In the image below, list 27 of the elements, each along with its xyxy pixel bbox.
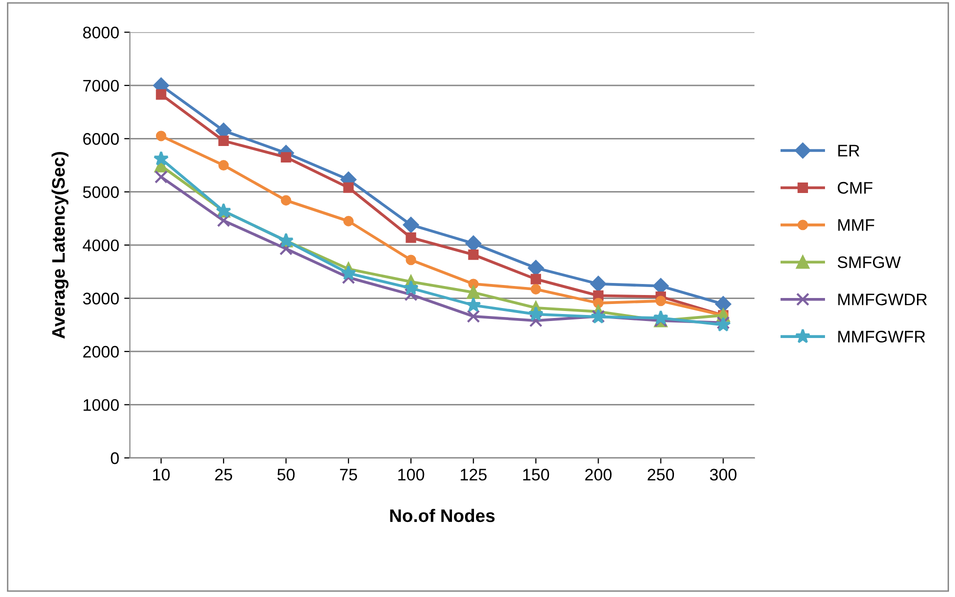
x-tick-label: 150 <box>523 468 550 481</box>
legend-label: MMFGWFR <box>838 330 926 343</box>
x-tick-label: 100 <box>398 468 424 481</box>
x-tick-label: 300 <box>710 468 736 481</box>
legend-label: SMFGW <box>838 256 901 268</box>
legend-label: CMF <box>838 182 872 194</box>
y-tick-label: 2000 <box>83 346 119 358</box>
y-tick-label: 7000 <box>83 80 119 92</box>
y-tick-label: 5000 <box>83 186 119 198</box>
y-tick-label: 3000 <box>83 292 119 304</box>
y-tick-label: 8000 <box>83 26 119 38</box>
legend-label: MMFGWDR <box>838 294 927 306</box>
x-tick-label: 75 <box>340 468 358 481</box>
y-tick-label: 1000 <box>84 399 119 411</box>
y-tick-label: 4000 <box>82 239 119 252</box>
legend-label: MMF <box>838 219 874 231</box>
x-tick-label: 50 <box>277 468 295 481</box>
x-tick-label: 125 <box>460 468 487 481</box>
x-tick-label: 250 <box>648 468 674 481</box>
x-tick-label: 25 <box>215 468 232 481</box>
x-tick-label: 10 <box>153 468 170 481</box>
y-tick-label: 6000 <box>83 133 119 145</box>
x-tick-label: 200 <box>585 468 612 481</box>
x-axis-title: No.of Nodes <box>390 508 495 522</box>
legend-label: ER <box>838 144 860 156</box>
y-tick-label: 0 <box>110 452 119 464</box>
y-axis-title: Average Latency(Sec) <box>52 152 68 339</box>
